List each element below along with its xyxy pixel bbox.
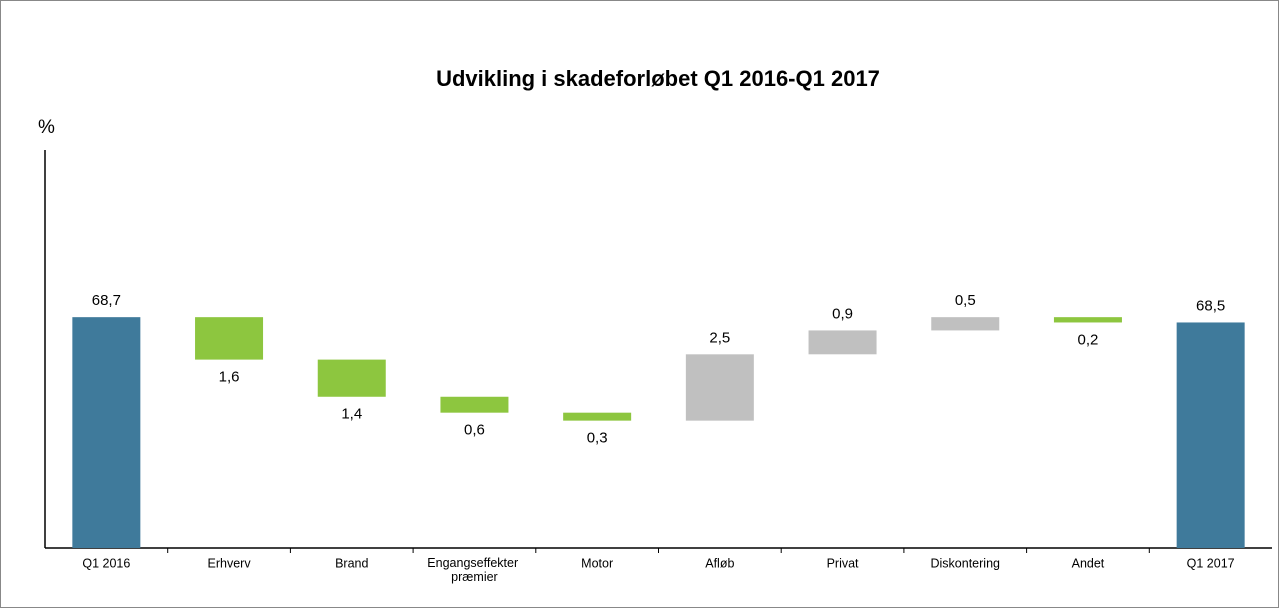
x-tick-label: Andet — [1072, 556, 1105, 570]
x-tick-label: Privat — [827, 556, 859, 570]
x-tick-label: Q1 2017 — [1187, 556, 1235, 570]
data-label: 0,3 — [587, 430, 608, 447]
bar — [1176, 322, 1245, 548]
bar — [72, 317, 141, 548]
data-label: 1,6 — [219, 369, 240, 386]
bar — [685, 354, 754, 421]
x-tick-label: Diskontering — [931, 556, 1001, 570]
x-tick-label: Erhverv — [208, 556, 252, 570]
bar — [440, 396, 509, 413]
data-label: 1,4 — [341, 406, 362, 423]
data-label: 2,5 — [709, 329, 730, 346]
x-tick-label: Motor — [581, 556, 613, 570]
data-label: 0,9 — [832, 305, 853, 322]
bar — [808, 330, 877, 355]
bar — [931, 317, 1000, 331]
x-tick-label: Engangseffekter præmier — [427, 556, 521, 584]
data-label: 0,2 — [1078, 331, 1099, 348]
x-tick-label: Afløb — [705, 556, 734, 570]
data-label: 0,6 — [464, 422, 485, 439]
bar — [563, 412, 632, 421]
bar — [195, 317, 264, 360]
data-label: 68,5 — [1196, 297, 1225, 314]
data-label: 0,5 — [955, 292, 976, 309]
x-tick-label: Brand — [335, 556, 368, 570]
y-axis-label: % — [38, 117, 55, 138]
x-tick-label: Q1 2016 — [82, 556, 130, 570]
bar — [317, 359, 386, 397]
chart-title: Udvikling i skadeforløbet Q1 2016-Q1 201… — [436, 66, 880, 91]
data-label: 68,7 — [92, 292, 121, 309]
bar — [1053, 317, 1122, 323]
